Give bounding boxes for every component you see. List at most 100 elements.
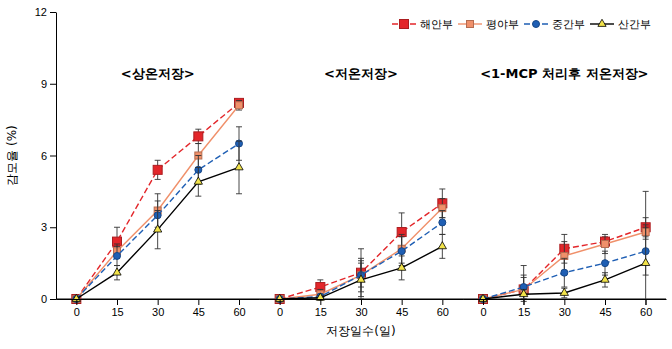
error-bar-cap (602, 234, 608, 235)
data-point (357, 275, 365, 282)
error-bar-cap (155, 200, 161, 201)
y-tick: 6 (41, 150, 56, 162)
error-bar-cap (561, 241, 567, 242)
error-bar-cap (236, 141, 242, 142)
error-bar-stem (645, 191, 646, 305)
x-tick: 15 (111, 299, 123, 318)
x-axis-title: 저장일수(일) (326, 324, 395, 338)
y-tick-mark (50, 156, 56, 157)
error-bar (439, 211, 445, 235)
series-line (76, 167, 239, 299)
series-line (483, 263, 646, 299)
error-bar-cap (399, 279, 405, 280)
error-bar-cap (195, 196, 201, 197)
series-line (280, 246, 443, 299)
series-line (280, 203, 443, 299)
x-tick-mark (361, 299, 362, 305)
x-tick-mark (483, 299, 484, 305)
error-bar-cap (317, 289, 323, 290)
series-line (280, 222, 443, 299)
y-tick-mark (50, 12, 56, 13)
legend-label: 중간부 (552, 18, 585, 31)
legend-marker (598, 19, 606, 26)
error-bar-cap (439, 234, 445, 235)
x-tick: 15 (518, 299, 530, 318)
error-bar-cap (439, 198, 445, 199)
error-bar-cap (236, 193, 242, 194)
y-tick-label: 0 (41, 293, 47, 305)
data-point (602, 240, 609, 247)
x-tick-label: 45 (396, 306, 408, 318)
x-tick-label: 15 (315, 306, 327, 318)
error-bar-cap (236, 100, 242, 101)
x-tick: 30 (152, 299, 164, 318)
x-axis: 0 15 30 45 60 (57, 299, 260, 318)
y-tick-mark (50, 227, 56, 228)
data-point (439, 205, 446, 212)
error-bar-cap (195, 167, 201, 168)
error-bar-cap (114, 265, 120, 266)
error-bar (561, 258, 567, 287)
error-bar-cap (602, 251, 608, 252)
error-bar-cap (155, 160, 161, 161)
data-point (601, 275, 609, 282)
y-tick-label: 6 (41, 150, 47, 162)
series-line (76, 103, 239, 299)
error-bar-cap (399, 255, 405, 256)
x-tick-mark (402, 299, 403, 305)
error-bar-cap (561, 297, 567, 298)
error-bar-cap (643, 191, 649, 192)
legend-label: 산간부 (618, 18, 651, 31)
y-tick-label: 3 (41, 221, 47, 233)
error-bar-cap (155, 179, 161, 180)
x-tick: 0 (74, 299, 80, 318)
panel (72, 98, 244, 303)
x-tick: 60 (437, 299, 449, 318)
y-axis-line (56, 13, 57, 300)
x-tick: 45 (599, 299, 611, 318)
series-line (76, 144, 239, 299)
x-tick: 45 (193, 299, 205, 318)
y-tick-mark (50, 84, 56, 85)
error-bar-cap (521, 275, 527, 276)
x-tick-label: 0 (277, 306, 283, 318)
data-point (438, 242, 446, 249)
x-tick-mark (76, 299, 77, 305)
error-bar-cap (521, 265, 527, 266)
x-tick-mark (320, 299, 321, 305)
x-tick-label: 15 (518, 306, 530, 318)
series-line (76, 105, 239, 299)
error-bar-cap (561, 287, 567, 288)
data-point (561, 252, 568, 259)
y-tick-mark (50, 299, 56, 300)
data-point (520, 289, 528, 296)
data-point (602, 260, 609, 267)
data-point (398, 248, 405, 255)
error-bar-cap (317, 279, 323, 280)
error-bar-cap (155, 210, 161, 211)
x-tick: 15 (315, 299, 327, 318)
error-bar-cap (602, 287, 608, 288)
error-bar-cap (114, 243, 120, 244)
series-line (483, 251, 646, 299)
x-tick-mark (524, 299, 525, 305)
error-bar-cap (439, 210, 445, 211)
x-tick-mark (198, 299, 199, 305)
error-bar-cap (561, 258, 567, 259)
error-bar-cap (236, 110, 242, 111)
error-bar-cap (155, 248, 161, 249)
error-bar-cap (399, 234, 405, 235)
legend-label: 해안부 (420, 18, 453, 31)
x-tick-label: 60 (640, 306, 652, 318)
x-tick-mark (646, 299, 647, 305)
x-tick-label: 60 (233, 306, 245, 318)
error-bar-cap (358, 248, 364, 249)
y-tick-label: 12 (35, 6, 47, 18)
x-tick-mark (158, 299, 159, 305)
legend-marker (533, 21, 540, 28)
legend-item: 평야부 (458, 18, 519, 31)
x-tick-label: 15 (111, 306, 123, 318)
data-point (113, 268, 121, 275)
data-point (561, 269, 568, 276)
legend: 해안부 평야부 중간부 산간부 (392, 18, 651, 31)
